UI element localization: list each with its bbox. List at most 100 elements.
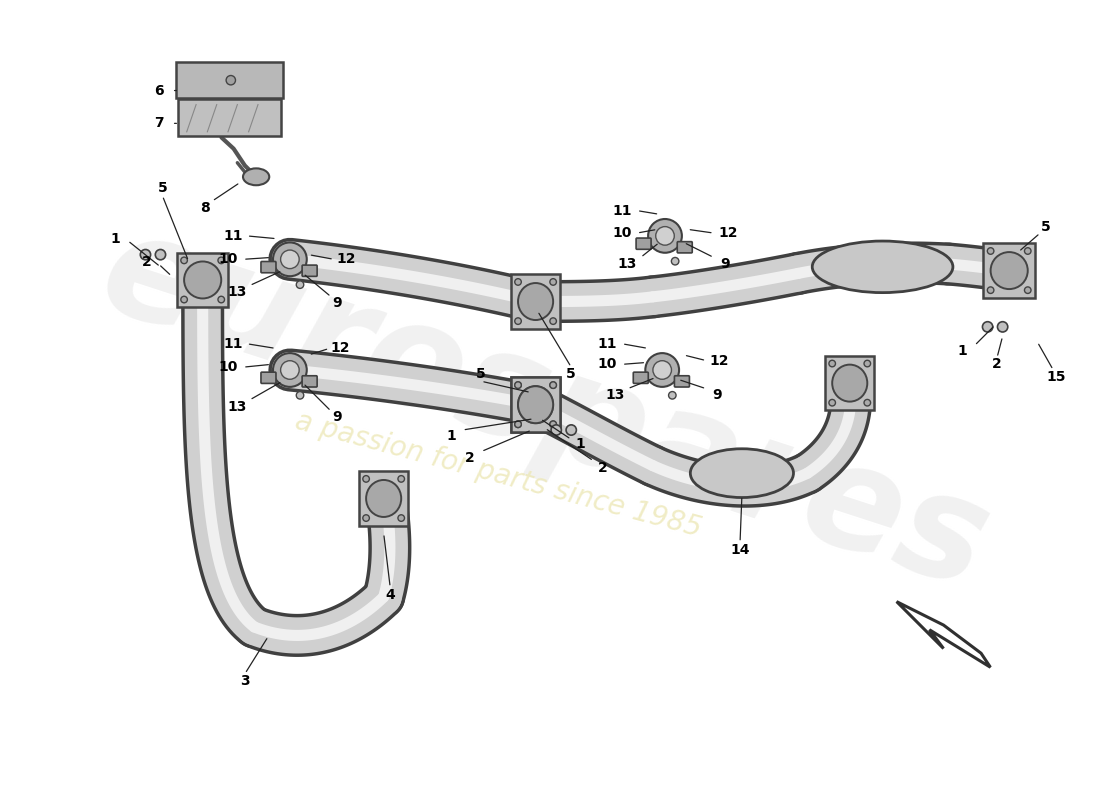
FancyBboxPatch shape [360, 471, 408, 526]
Circle shape [656, 226, 674, 245]
Circle shape [398, 514, 405, 522]
Text: 12: 12 [337, 252, 356, 266]
FancyBboxPatch shape [512, 378, 560, 432]
Ellipse shape [812, 241, 953, 293]
Text: 5: 5 [1041, 219, 1050, 234]
Text: 2: 2 [465, 451, 475, 465]
Circle shape [515, 382, 521, 388]
Text: 13: 13 [228, 285, 248, 299]
Text: 10: 10 [218, 360, 238, 374]
Ellipse shape [833, 365, 867, 402]
Circle shape [180, 257, 187, 264]
Circle shape [566, 425, 576, 435]
FancyBboxPatch shape [176, 62, 284, 98]
Circle shape [551, 425, 561, 435]
Text: 12: 12 [710, 354, 729, 368]
Circle shape [669, 391, 676, 399]
FancyBboxPatch shape [674, 376, 690, 387]
FancyBboxPatch shape [634, 372, 648, 383]
Circle shape [180, 296, 187, 303]
Text: 1: 1 [575, 437, 585, 451]
Text: 1: 1 [111, 232, 120, 246]
Circle shape [864, 399, 870, 406]
Text: 5: 5 [157, 181, 167, 195]
Text: 2: 2 [142, 255, 152, 269]
Circle shape [280, 250, 299, 269]
Circle shape [515, 382, 521, 388]
Text: 8: 8 [200, 201, 210, 214]
FancyBboxPatch shape [261, 372, 276, 383]
Ellipse shape [366, 480, 402, 517]
Text: 11: 11 [224, 337, 243, 350]
Text: 14: 14 [730, 543, 750, 557]
Text: 11: 11 [224, 229, 243, 243]
Ellipse shape [691, 449, 793, 498]
Text: 7: 7 [154, 116, 164, 130]
Circle shape [515, 421, 521, 427]
Text: 12: 12 [331, 342, 350, 355]
Circle shape [273, 242, 307, 276]
Text: 10: 10 [613, 226, 631, 240]
Circle shape [280, 361, 299, 379]
Text: 9: 9 [332, 410, 342, 424]
Circle shape [296, 281, 304, 289]
Text: a passion for parts since 1985: a passion for parts since 1985 [292, 407, 704, 543]
Circle shape [998, 322, 1008, 332]
Circle shape [363, 514, 370, 522]
Text: 5: 5 [476, 366, 486, 381]
Circle shape [550, 421, 557, 427]
Circle shape [1024, 248, 1031, 254]
Text: 1: 1 [957, 344, 967, 358]
FancyBboxPatch shape [678, 242, 692, 253]
Circle shape [515, 421, 521, 427]
Circle shape [982, 322, 993, 332]
Text: 9: 9 [332, 297, 342, 310]
Circle shape [988, 287, 994, 294]
Text: 9: 9 [720, 257, 729, 271]
Text: 10: 10 [218, 252, 238, 266]
Circle shape [550, 318, 557, 324]
Circle shape [653, 361, 671, 379]
Circle shape [550, 382, 557, 388]
Text: 4: 4 [385, 588, 395, 602]
Text: 2: 2 [992, 358, 1002, 371]
Text: 2: 2 [598, 461, 608, 474]
FancyBboxPatch shape [983, 243, 1035, 298]
Text: 9: 9 [713, 388, 723, 402]
Circle shape [829, 360, 836, 367]
FancyBboxPatch shape [261, 262, 276, 273]
FancyBboxPatch shape [302, 265, 317, 276]
FancyBboxPatch shape [302, 376, 317, 387]
Circle shape [550, 278, 557, 286]
Circle shape [515, 278, 521, 286]
Circle shape [646, 353, 679, 387]
FancyBboxPatch shape [512, 274, 560, 329]
Circle shape [1024, 287, 1031, 294]
Text: 11: 11 [612, 203, 631, 218]
Ellipse shape [243, 168, 270, 186]
Circle shape [550, 382, 557, 388]
Circle shape [218, 257, 224, 264]
Ellipse shape [991, 252, 1027, 289]
Text: 12: 12 [718, 226, 738, 240]
Text: 10: 10 [597, 358, 616, 371]
Circle shape [141, 250, 151, 260]
Text: 5: 5 [566, 366, 576, 381]
Text: 15: 15 [1046, 370, 1066, 383]
FancyBboxPatch shape [825, 356, 874, 410]
Text: 6: 6 [154, 83, 164, 98]
Circle shape [829, 399, 836, 406]
Ellipse shape [184, 262, 221, 298]
Text: 3: 3 [240, 674, 250, 688]
Circle shape [273, 353, 307, 387]
Circle shape [671, 258, 679, 265]
Ellipse shape [518, 386, 553, 423]
Circle shape [515, 318, 521, 324]
Circle shape [988, 248, 994, 254]
Text: 13: 13 [228, 399, 248, 414]
Circle shape [227, 75, 235, 85]
FancyBboxPatch shape [178, 99, 282, 137]
Circle shape [864, 360, 870, 367]
FancyBboxPatch shape [512, 378, 560, 432]
Text: eurospares: eurospares [85, 200, 1005, 619]
